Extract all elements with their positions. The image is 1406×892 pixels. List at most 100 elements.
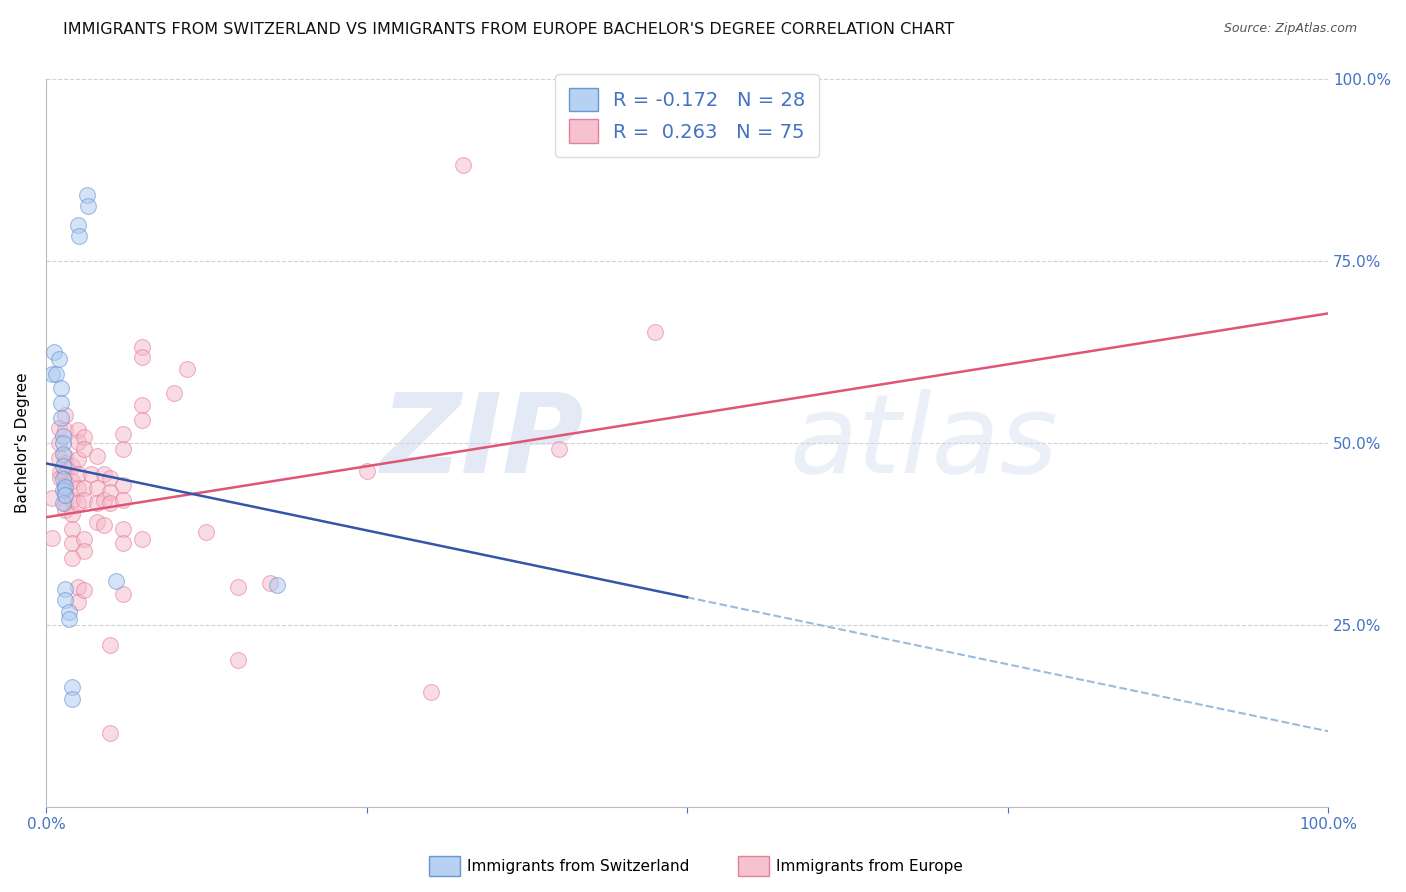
Point xyxy=(131,532,153,546)
Point xyxy=(66,580,89,594)
Point xyxy=(60,680,83,694)
Point xyxy=(73,582,96,597)
Point xyxy=(86,481,108,495)
Point xyxy=(73,543,96,558)
Point xyxy=(111,587,134,601)
Point xyxy=(98,639,121,653)
Point xyxy=(111,442,134,456)
Point xyxy=(52,428,75,442)
Point xyxy=(73,481,96,495)
Point xyxy=(111,478,134,492)
Point xyxy=(111,427,134,442)
Point xyxy=(66,218,89,232)
Point xyxy=(451,158,474,172)
Point xyxy=(60,474,83,488)
Point xyxy=(52,496,75,510)
Point xyxy=(41,531,63,545)
Point xyxy=(48,352,70,367)
Point xyxy=(53,488,76,502)
Point xyxy=(48,450,70,465)
Point xyxy=(52,447,75,461)
Point xyxy=(49,465,72,479)
Text: IMMIGRANTS FROM SWITZERLAND VS IMMIGRANTS FROM EUROPE BACHELOR'S DEGREE CORRELAT: IMMIGRANTS FROM SWITZERLAND VS IMMIGRANT… xyxy=(63,22,955,37)
Text: Immigrants from Europe: Immigrants from Europe xyxy=(776,859,963,873)
Point xyxy=(52,436,75,450)
Point xyxy=(53,409,76,423)
Point xyxy=(67,228,90,243)
Point xyxy=(53,478,76,492)
Point xyxy=(53,480,76,494)
Point xyxy=(131,412,153,426)
Point xyxy=(48,421,70,435)
Text: Immigrants from Switzerland: Immigrants from Switzerland xyxy=(467,859,689,873)
Point xyxy=(131,398,153,412)
Point xyxy=(73,532,96,546)
Point xyxy=(73,430,96,444)
Point xyxy=(98,471,121,485)
Point xyxy=(60,459,83,474)
Point xyxy=(657,85,679,99)
Point xyxy=(547,442,569,456)
Point xyxy=(111,536,134,550)
Point xyxy=(73,442,96,456)
Legend: R = -0.172   N = 28, R =  0.263   N = 75: R = -0.172 N = 28, R = 0.263 N = 75 xyxy=(555,74,820,157)
Text: atlas: atlas xyxy=(790,390,1059,497)
Point xyxy=(52,459,75,474)
Point xyxy=(52,483,75,498)
Point xyxy=(266,578,288,592)
Y-axis label: Bachelor's Degree: Bachelor's Degree xyxy=(15,373,30,513)
Point xyxy=(60,492,83,507)
Point xyxy=(66,481,89,495)
Point xyxy=(98,485,121,500)
Point xyxy=(53,449,76,463)
Point xyxy=(356,464,378,478)
Point xyxy=(226,580,249,594)
Point xyxy=(60,536,83,550)
Point xyxy=(51,396,73,410)
Point xyxy=(419,685,441,699)
Point xyxy=(60,522,83,536)
Point xyxy=(52,472,75,486)
Point xyxy=(66,434,89,449)
Point xyxy=(98,725,121,739)
Text: ZIP: ZIP xyxy=(381,390,585,497)
Point xyxy=(93,492,115,507)
Text: Source: ZipAtlas.com: Source: ZipAtlas.com xyxy=(1223,22,1357,36)
Point xyxy=(66,423,89,437)
Point xyxy=(111,522,134,536)
Point xyxy=(131,340,153,354)
Point xyxy=(93,467,115,481)
Point xyxy=(131,350,153,364)
Point xyxy=(80,467,103,481)
Point xyxy=(98,496,121,510)
Point xyxy=(86,515,108,529)
Point xyxy=(41,367,63,381)
Point xyxy=(60,692,83,706)
Point xyxy=(53,483,76,498)
Point xyxy=(53,467,76,481)
Point xyxy=(163,386,186,401)
Point xyxy=(53,582,76,596)
Point xyxy=(176,361,198,376)
Point xyxy=(53,456,76,470)
Point xyxy=(66,496,89,510)
Point xyxy=(53,423,76,437)
Point xyxy=(195,524,218,539)
Point xyxy=(111,492,134,507)
Point xyxy=(77,199,100,213)
Point xyxy=(644,326,666,340)
Point xyxy=(42,345,65,359)
Point xyxy=(66,467,89,481)
Point xyxy=(58,605,80,619)
Point xyxy=(41,491,63,505)
Point xyxy=(58,612,80,626)
Point xyxy=(93,517,115,532)
Point xyxy=(86,496,108,510)
Point xyxy=(49,471,72,485)
Point xyxy=(53,496,76,510)
Point xyxy=(86,449,108,463)
Point xyxy=(66,595,89,609)
Point xyxy=(73,492,96,507)
Point xyxy=(76,188,98,202)
Point xyxy=(53,503,76,517)
